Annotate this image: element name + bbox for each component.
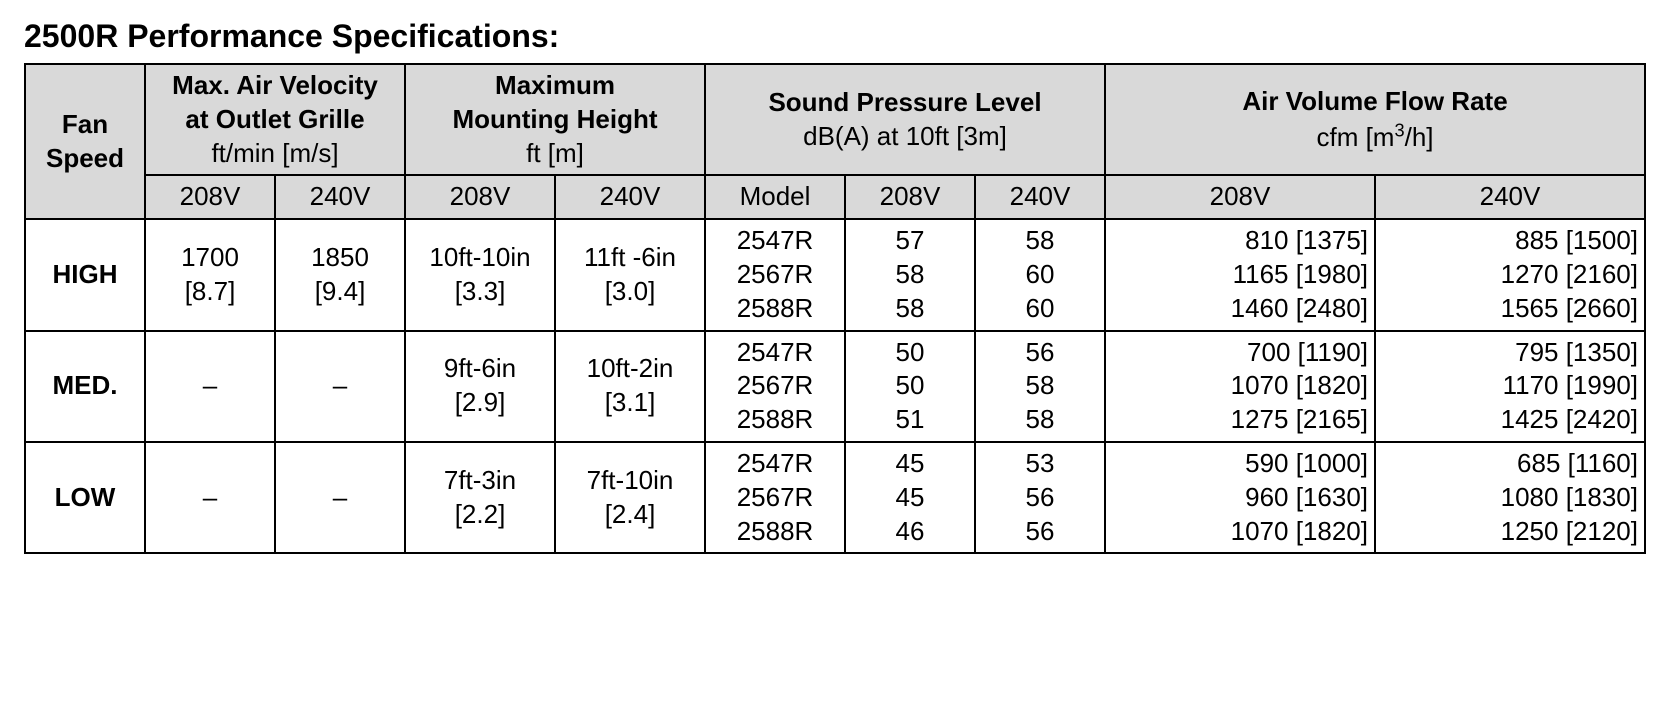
cell-spl-208: 45 45 46 [845,442,975,553]
hdr-mh-208: 208V [405,175,555,219]
cell-speed: LOW [25,442,145,553]
cell-flow-240: 685 [1160] 1080 [1830] 1250 [2120] [1375,442,1645,553]
table-row: LOW – – 7ft-3in [2.2] 7ft-10in [2.4] 254… [25,442,1645,553]
cell-av-208: – [145,442,275,553]
cell-model: 2547R 2567R 2588R [705,331,845,442]
hdr-spl: Sound Pressure Level dB(A) at 10ft [3m] [705,64,1105,175]
cell-mh-208: 10ft-10in [3.3] [405,219,555,330]
cell-flow-240: 885 [1500] 1270 [2160] 1565 [2660] [1375,219,1645,330]
cell-flow-240: 795 [1350] 1170 [1990] 1425 [2420] [1375,331,1645,442]
cell-model: 2547R 2567R 2588R [705,442,845,553]
table-row: MED. – – 9ft-6in [2.9] 10ft-2in [3.1] 25… [25,331,1645,442]
cell-av-240: – [275,442,405,553]
table-body: HIGH 1700 [8.7] 1850 [9.4] 10ft-10in [3.… [25,219,1645,553]
cell-speed: MED. [25,331,145,442]
cell-av-208: 1700 [8.7] [145,219,275,330]
cell-spl-208: 57 58 58 [845,219,975,330]
hdr-mounting-height: Maximum Mounting Height ft [m] [405,64,705,175]
cell-flow-208: 810 [1375] 1165 [1980] 1460 [2480] [1105,219,1375,330]
hdr-fan-speed: Fan Speed [25,64,145,219]
cell-mh-240: 7ft-10in [2.4] [555,442,705,553]
cell-spl-208: 50 50 51 [845,331,975,442]
cell-flow-208: 700 [1190] 1070 [1820] 1275 [2165] [1105,331,1375,442]
hdr-air-velocity: Max. Air Velocity at Outlet Grille ft/mi… [145,64,405,175]
hdr-flow: Air Volume Flow Rate cfm [m3/h] [1105,64,1645,175]
hdr-flow-208: 208V [1105,175,1375,219]
cell-mh-208: 7ft-3in [2.2] [405,442,555,553]
hdr-spl-240: 240V [975,175,1105,219]
cell-av-208: – [145,331,275,442]
table-header: Fan Speed Max. Air Velocity at Outlet Gr… [25,64,1645,219]
cell-spl-240: 53 56 56 [975,442,1105,553]
cell-mh-240: 10ft-2in [3.1] [555,331,705,442]
cell-mh-208: 9ft-6in [2.9] [405,331,555,442]
spec-table: Fan Speed Max. Air Velocity at Outlet Gr… [24,63,1646,554]
cell-mh-240: 11ft -6in [3.0] [555,219,705,330]
cell-av-240: 1850 [9.4] [275,219,405,330]
cell-spl-240: 58 60 60 [975,219,1105,330]
cell-spl-240: 56 58 58 [975,331,1105,442]
hdr-spl-208: 208V [845,175,975,219]
hdr-model: Model [705,175,845,219]
hdr-av-240: 240V [275,175,405,219]
cell-flow-208: 590 [1000] 960 [1630] 1070 [1820] [1105,442,1375,553]
hdr-mh-240: 240V [555,175,705,219]
hdr-flow-240: 240V [1375,175,1645,219]
table-row: HIGH 1700 [8.7] 1850 [9.4] 10ft-10in [3.… [25,219,1645,330]
hdr-av-208: 208V [145,175,275,219]
cell-model: 2547R 2567R 2588R [705,219,845,330]
cell-av-240: – [275,331,405,442]
cell-speed: HIGH [25,219,145,330]
page-title: 2500R Performance Specifications: [24,18,1646,55]
